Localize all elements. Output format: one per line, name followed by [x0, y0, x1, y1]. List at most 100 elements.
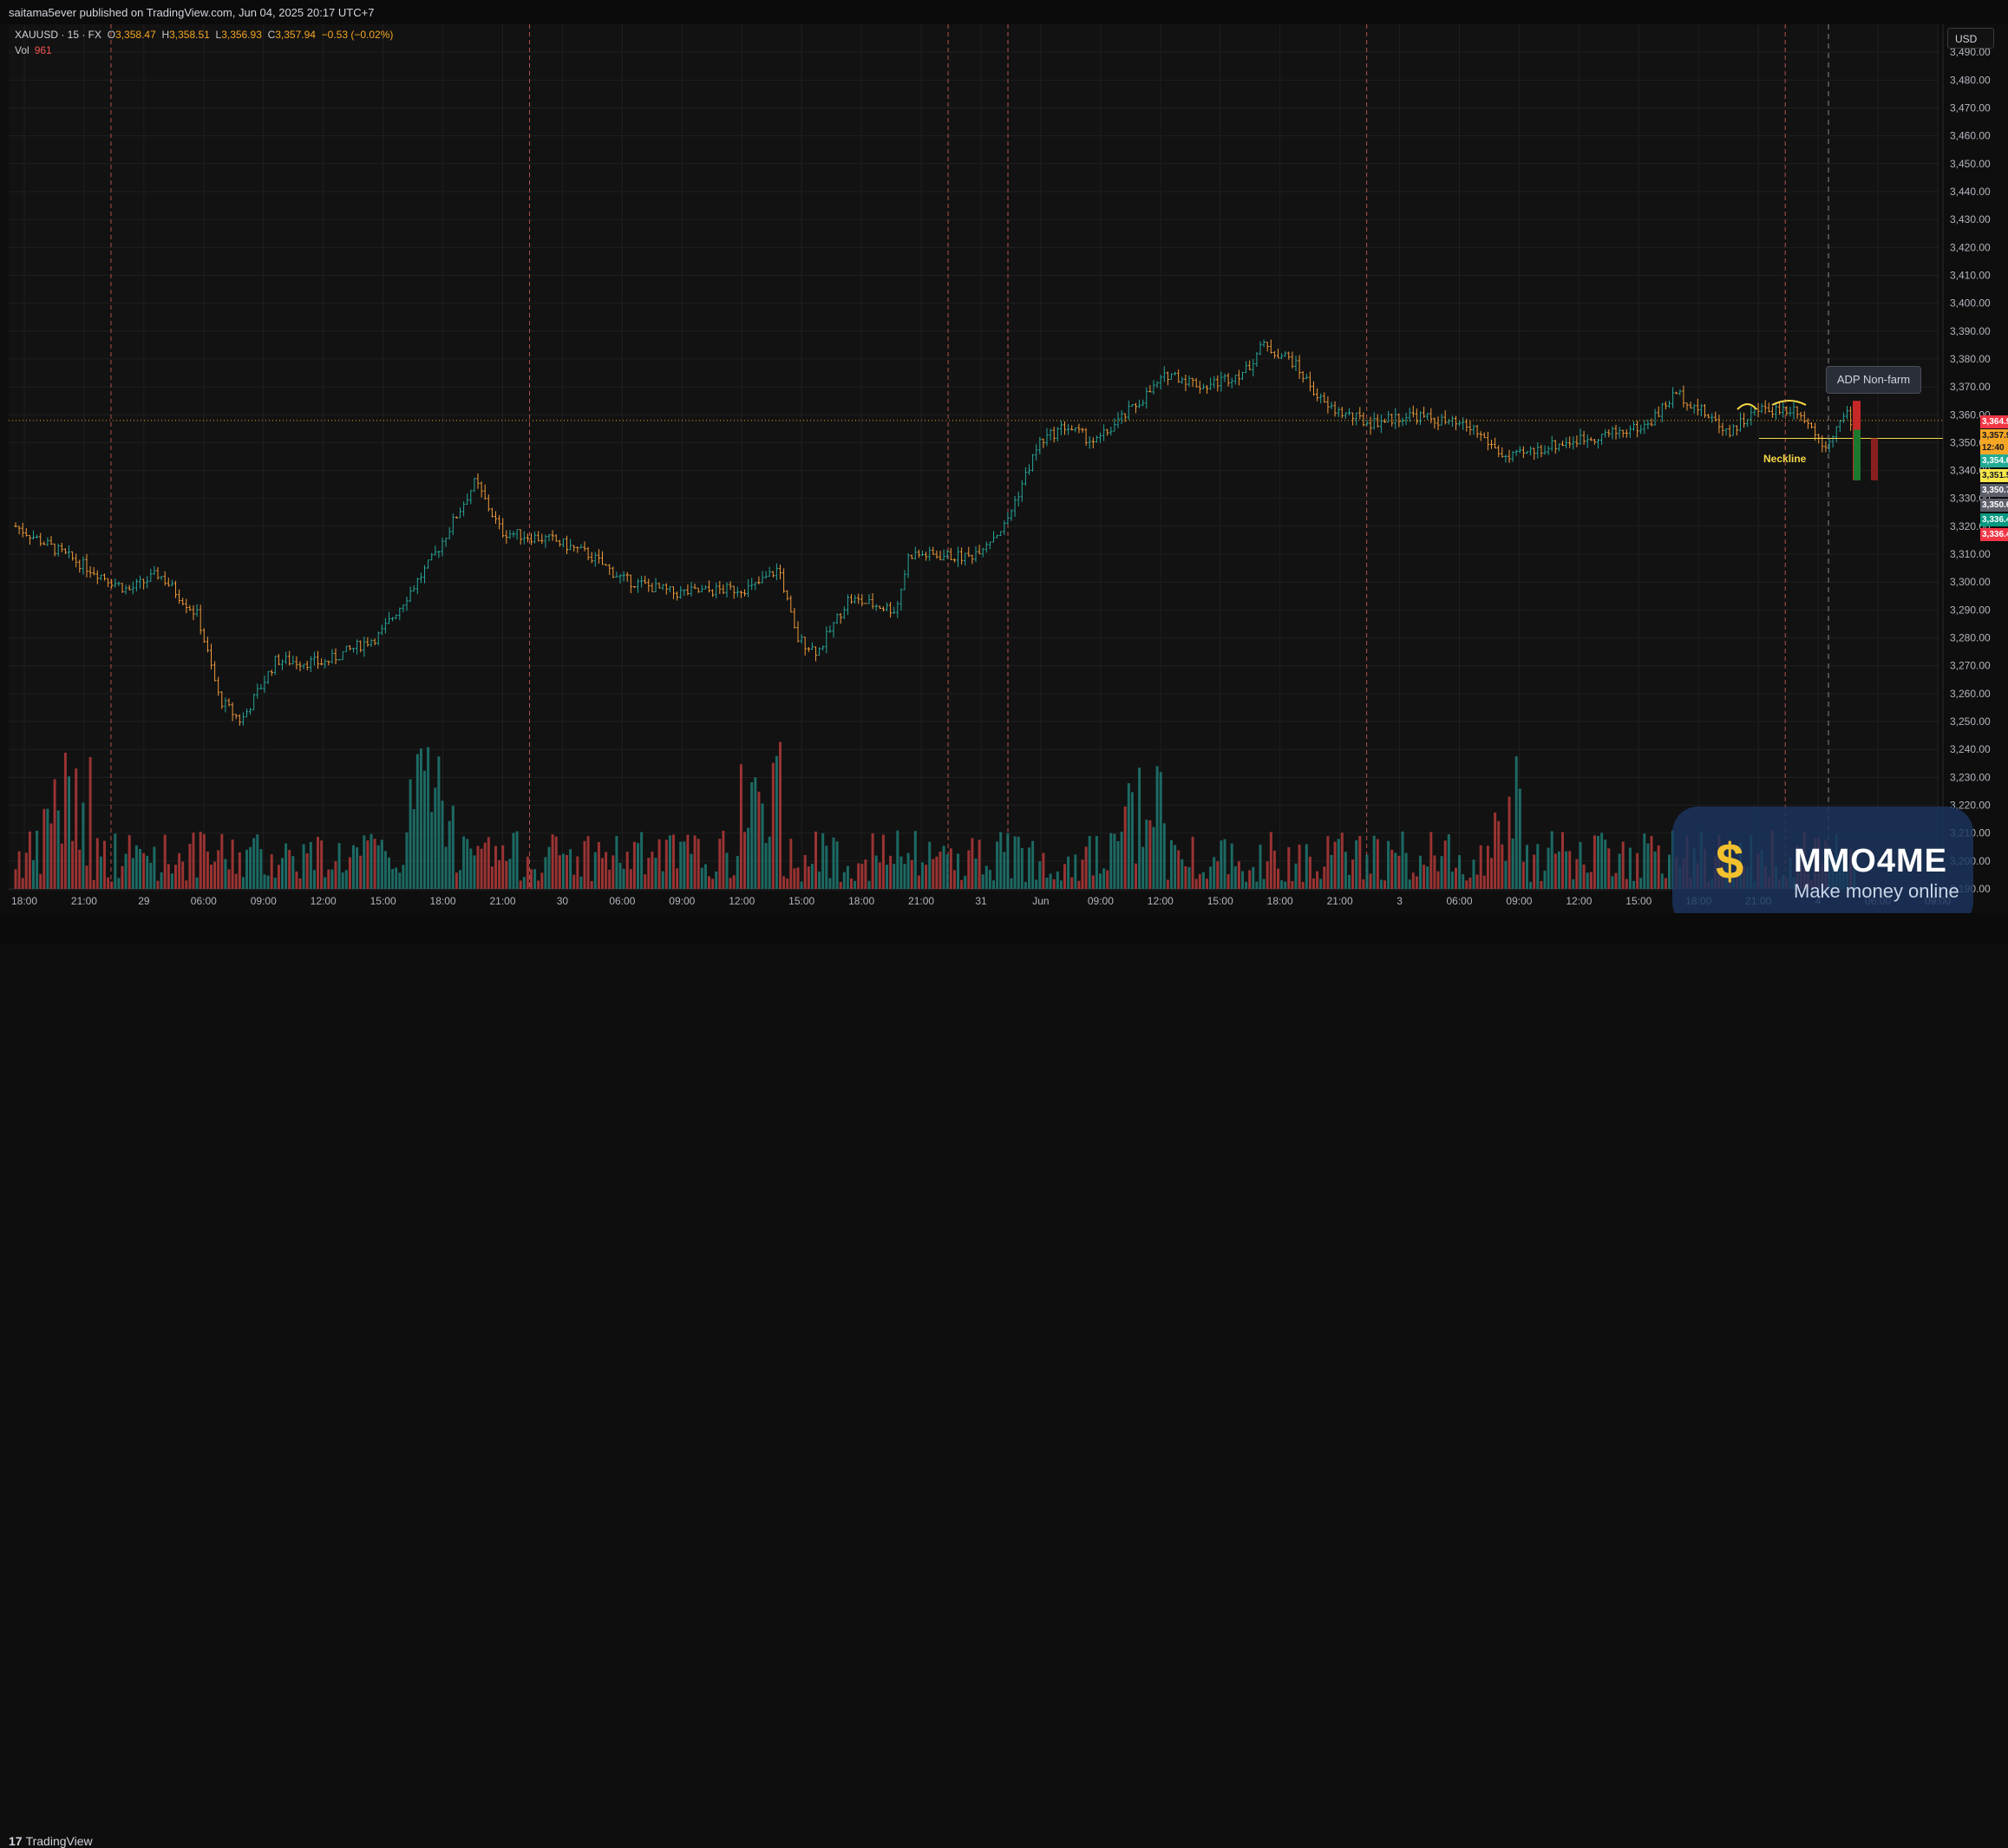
volume-bar	[1586, 872, 1589, 889]
volume-bar	[1621, 841, 1625, 889]
volume-bar	[569, 849, 572, 889]
volume-bar	[1376, 839, 1379, 889]
x-tick-label: 09:00	[1506, 895, 1532, 907]
volume-bar	[391, 868, 395, 889]
volume-bar	[1614, 872, 1618, 889]
chart-pane[interactable]	[9, 24, 1939, 891]
volume-bar	[572, 874, 576, 889]
footer-bar: 17 TradingView	[0, 913, 2008, 1848]
volume-bar	[1120, 831, 1123, 889]
volume-bar	[1088, 835, 1091, 889]
volume-bar	[110, 881, 114, 889]
shoulder-arc	[1737, 403, 1757, 410]
volume-bar	[1269, 832, 1272, 889]
volume-bar	[814, 831, 817, 889]
volume-bar	[259, 849, 263, 889]
volume-bar	[913, 831, 917, 889]
volume-bar	[1206, 878, 1208, 889]
volume-bar	[551, 834, 554, 889]
volume-bar	[939, 851, 942, 889]
volume-bar	[359, 855, 363, 889]
volume-bar	[1102, 868, 1106, 889]
volume-bar	[99, 856, 102, 889]
volume-bar	[1518, 788, 1521, 889]
symbol-label[interactable]: XAUUSD · 15 · FX	[15, 29, 102, 41]
volume-bar	[305, 853, 309, 889]
volume-bar	[324, 877, 327, 889]
volume-bar	[964, 875, 967, 889]
volume-bar	[88, 757, 92, 889]
volume-bar	[277, 865, 280, 889]
volume-bar	[309, 842, 312, 889]
volume-bar	[36, 830, 39, 889]
volume-bar	[334, 861, 337, 889]
volume-bar	[341, 872, 344, 889]
volume-bar	[1362, 879, 1365, 889]
volume-bar	[1181, 859, 1184, 889]
volume-bar	[476, 846, 480, 889]
event-annotation[interactable]: ADP Non-farm	[1826, 366, 1921, 394]
volume-bar	[263, 874, 266, 889]
volume-bar	[1020, 847, 1024, 889]
x-tick-label: 12:00	[1566, 895, 1592, 907]
volume-bar	[508, 859, 512, 889]
volume-bar	[779, 741, 782, 889]
volume-bar	[1625, 878, 1628, 889]
x-tick-label: 21:00	[1327, 895, 1353, 907]
y-tick-label: 3,390.00	[1950, 325, 1991, 337]
volume-bar	[1123, 806, 1127, 889]
volume-bar	[910, 859, 913, 889]
volume-bar	[451, 806, 455, 889]
tradingview-logo[interactable]: 17 TradingView	[9, 1834, 93, 1848]
volume-bar	[1433, 855, 1436, 889]
volume-bar	[1440, 856, 1443, 889]
volume-bar	[273, 878, 277, 889]
volume-bar	[295, 871, 298, 889]
volume-bar	[202, 833, 206, 889]
volume-bar	[1042, 852, 1045, 889]
volume-bar	[1209, 866, 1213, 889]
volume-bar	[992, 880, 995, 889]
volume-bar	[971, 838, 974, 889]
volume-bar	[1526, 845, 1528, 889]
volume-bar	[163, 834, 167, 889]
volume-bar	[415, 754, 419, 889]
volume-bar	[1038, 861, 1042, 889]
volume-bar	[1536, 844, 1540, 889]
volume-bar	[1657, 845, 1660, 889]
y-tick-label: 3,300.00	[1950, 576, 1991, 588]
volume-bar	[1035, 879, 1038, 889]
volume-bar	[1628, 847, 1632, 889]
volume-bar	[601, 858, 604, 889]
price-tag: 3,354.63	[1980, 454, 2008, 467]
volume-bar	[95, 838, 99, 889]
volume-bar	[124, 853, 128, 889]
volume-bar	[576, 856, 579, 889]
volume-bar	[1326, 836, 1330, 889]
volume-bar	[597, 841, 600, 889]
volume-bar	[935, 856, 939, 889]
volume-bar	[586, 836, 590, 889]
price-chart[interactable]: 3,490.00 3,480.00 3,470.00 3,460.00 3,450.00…	[0, 0, 2008, 944]
volume-bar	[1604, 839, 1607, 889]
volume-bar	[213, 861, 217, 889]
currency-button[interactable]: USD	[1947, 28, 1994, 49]
volume-bar	[199, 832, 202, 889]
price-tag: 3,350.67	[1980, 499, 2008, 512]
volume-bar	[1330, 854, 1333, 889]
volume-bar	[348, 857, 351, 889]
volume-bar	[732, 875, 736, 889]
volume-bar	[117, 878, 121, 889]
y-tick-label: 3,490.00	[1950, 46, 1991, 58]
volume-bar	[238, 852, 241, 889]
volume-bar	[747, 827, 750, 889]
volume-bar	[1494, 812, 1497, 889]
volume-bar	[444, 846, 448, 889]
x-tick-label: 21:00	[908, 895, 934, 907]
volume-bar	[1201, 872, 1205, 889]
volume-bar	[903, 864, 906, 889]
volume-bar	[1162, 823, 1166, 889]
volume-bar	[846, 865, 849, 889]
volume-bar	[981, 874, 984, 889]
volume-bar	[703, 864, 707, 889]
